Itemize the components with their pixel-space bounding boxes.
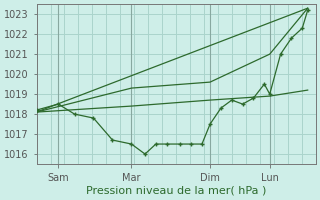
- X-axis label: Pression niveau de la mer( hPa ): Pression niveau de la mer( hPa ): [86, 186, 266, 196]
